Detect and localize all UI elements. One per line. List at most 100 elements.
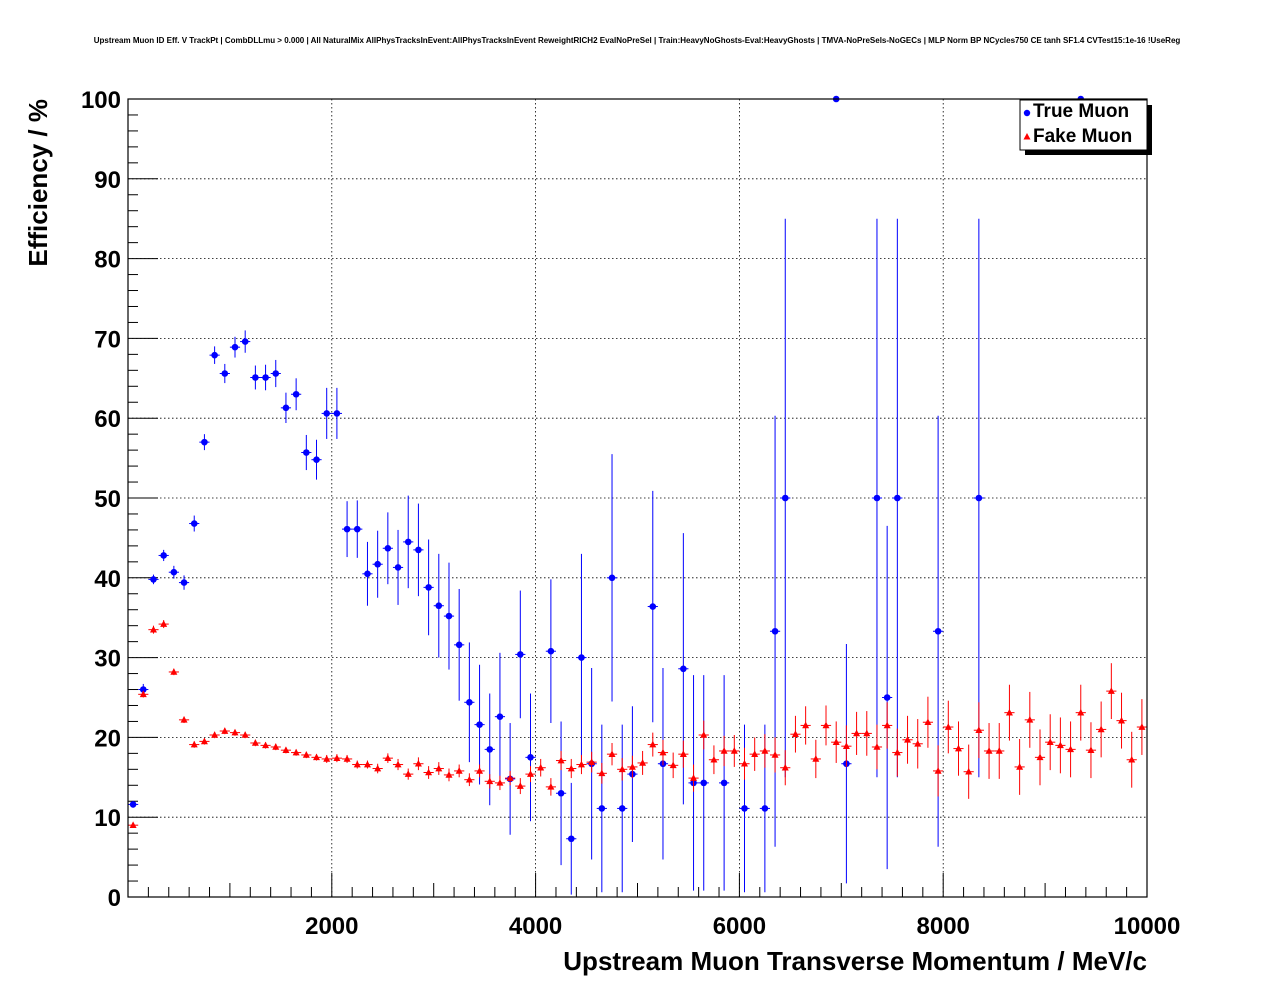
- data-point: [894, 494, 901, 502]
- data-point: [567, 764, 575, 772]
- y-tick-label: 80: [94, 247, 121, 274]
- y-tick-label: 70: [94, 326, 121, 353]
- data-point: [893, 748, 901, 756]
- data-point: [292, 748, 300, 756]
- data-point: [608, 574, 616, 582]
- legend-box: [1019, 99, 1148, 151]
- data-point: [578, 654, 585, 661]
- data-point: [466, 698, 473, 706]
- data-point: [669, 761, 677, 769]
- series-true-muon: [128, 95, 1086, 895]
- x-tick-label: 4000: [509, 913, 562, 940]
- y-tick-label: 40: [94, 566, 121, 593]
- data-point: [1077, 708, 1085, 716]
- data-point: [557, 756, 565, 764]
- data-point: [588, 758, 596, 765]
- data-point: [282, 746, 290, 753]
- y-tick-label: 100: [81, 87, 121, 114]
- data-point: [445, 771, 453, 778]
- data-point: [659, 748, 667, 756]
- data-point: [414, 759, 422, 767]
- data-point: [476, 767, 484, 774]
- data-point: [435, 602, 443, 610]
- tick-labels: 2000 4000 6000 8000 10000 0 10 20 30 40 50 60 70 80 90…: [81, 87, 1180, 940]
- data-point: [282, 404, 290, 412]
- data-point: [415, 546, 422, 554]
- data-point: [323, 410, 331, 417]
- data-point: [211, 731, 219, 738]
- data-point: [180, 716, 188, 723]
- series-layer: [128, 95, 1147, 895]
- data-point: [374, 764, 382, 772]
- y-tick-label: 60: [94, 406, 121, 433]
- data-point: [700, 731, 708, 738]
- data-point: [1036, 753, 1044, 761]
- data-point: [323, 755, 331, 762]
- data-point: [1118, 716, 1126, 724]
- data-point: [608, 750, 616, 757]
- data-point: [313, 456, 320, 463]
- data-point: [343, 755, 351, 762]
- data-point: [975, 494, 983, 502]
- data-point: [598, 769, 606, 777]
- data-point: [954, 744, 962, 752]
- data-point: [975, 726, 983, 734]
- data-point: [598, 805, 606, 812]
- data-point: [425, 768, 433, 776]
- data-point: [527, 770, 535, 777]
- data-point: [149, 625, 157, 633]
- x-tick-label: 6000: [713, 913, 766, 940]
- data-point: [394, 760, 402, 768]
- data-point: [496, 713, 504, 720]
- y-tick-label: 0: [108, 885, 121, 912]
- data-point: [313, 753, 321, 761]
- data-point: [476, 721, 483, 728]
- data-point: [771, 627, 779, 635]
- chart-title: Upstream Muon ID Eff. V TrackPt | CombDL…: [94, 36, 1181, 45]
- data-point: [374, 560, 381, 568]
- data-point: [160, 620, 168, 627]
- data-point: [690, 774, 698, 781]
- data-point: [1097, 725, 1105, 733]
- data-point: [1005, 708, 1013, 716]
- data-point: [221, 370, 229, 377]
- legend-label-fake-muon: Fake Muon: [1033, 126, 1132, 147]
- data-point: [628, 763, 636, 770]
- data-point: [455, 641, 463, 649]
- data-point: [139, 690, 147, 698]
- legend-label-true-muon: True Muon: [1033, 101, 1129, 122]
- y-tick-label: 50: [94, 486, 121, 513]
- data-point: [150, 576, 157, 583]
- data-point: [517, 651, 524, 658]
- data-point: [170, 568, 178, 576]
- data-point: [527, 754, 534, 761]
- data-point: [129, 801, 137, 808]
- data-point: [771, 751, 779, 758]
- data-point: [1087, 746, 1095, 753]
- data-point: [404, 538, 412, 546]
- data-point: [302, 751, 310, 758]
- data-point: [995, 747, 1003, 754]
- data-point: [649, 740, 657, 748]
- data-point: [557, 789, 565, 797]
- data-point: [802, 721, 810, 729]
- data-point: [710, 755, 718, 763]
- data-point: [700, 779, 708, 787]
- data-point: [160, 552, 167, 559]
- data-point: [720, 747, 728, 754]
- data-point: [740, 759, 748, 767]
- legend-marker-fake-muon: [1023, 133, 1031, 140]
- data-point: [190, 740, 198, 748]
- data-point: [272, 370, 280, 377]
- data-point: [914, 739, 922, 747]
- x-tick-label: 2000: [305, 913, 358, 940]
- data-point: [944, 723, 952, 730]
- data-point: [425, 584, 432, 591]
- data-point: [231, 728, 239, 736]
- data-point: [883, 721, 891, 729]
- data-point: [904, 735, 912, 743]
- data-point: [262, 374, 269, 381]
- data-point: [812, 755, 820, 762]
- data-point: [465, 775, 473, 783]
